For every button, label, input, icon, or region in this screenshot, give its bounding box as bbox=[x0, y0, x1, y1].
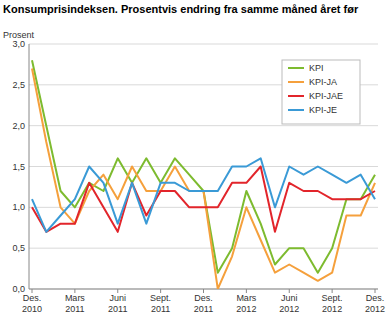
legend-box bbox=[282, 60, 360, 124]
x-tick-label: Des.2010 bbox=[22, 293, 42, 314]
y-tick-label: 1,5 bbox=[12, 162, 25, 172]
plot-area bbox=[32, 60, 375, 289]
grid-line bbox=[29, 248, 378, 249]
y-tick-label: 0,5 bbox=[12, 243, 25, 253]
x-tick-label: Sept.2012 bbox=[322, 293, 343, 314]
legend-swatch bbox=[288, 67, 304, 69]
y-tick-label: 3,0 bbox=[12, 39, 25, 49]
grid-line bbox=[29, 44, 378, 45]
y-tick-label: 1,0 bbox=[12, 202, 25, 212]
legend-label: KPI-JE bbox=[309, 105, 337, 115]
chart: Konsumprisindeksen. Prosentvis endring f… bbox=[0, 0, 392, 318]
x-tick-label: Juni2011 bbox=[108, 293, 127, 314]
x-tick-label: Juni2012 bbox=[279, 293, 299, 314]
x-tick-label: Sept.2011 bbox=[150, 293, 171, 314]
x-tick-label: Mars2012 bbox=[236, 293, 257, 314]
legend-swatch bbox=[288, 109, 304, 111]
x-tick-label: Des.2011 bbox=[194, 293, 213, 314]
y-tick-label: 2,0 bbox=[12, 121, 25, 131]
legend-label: KPI-JAE bbox=[309, 91, 343, 101]
series-line bbox=[32, 158, 375, 232]
y-tick-label: 2,5 bbox=[12, 80, 25, 90]
title: Konsumprisindeksen. Prosentvis endring f… bbox=[3, 3, 359, 15]
grid-line bbox=[29, 125, 378, 126]
series-line bbox=[32, 60, 375, 272]
legend-swatch bbox=[288, 95, 304, 97]
legend-label: KPI bbox=[309, 63, 324, 73]
x-tick-label: Mars2011 bbox=[65, 293, 85, 314]
y-axis bbox=[29, 44, 30, 289]
legend-label: KPI-JA bbox=[309, 77, 337, 87]
grid-line bbox=[29, 166, 378, 167]
legend-swatch bbox=[288, 81, 304, 83]
series-line bbox=[32, 167, 375, 232]
x-tick-label: Des.2012 bbox=[365, 293, 385, 314]
